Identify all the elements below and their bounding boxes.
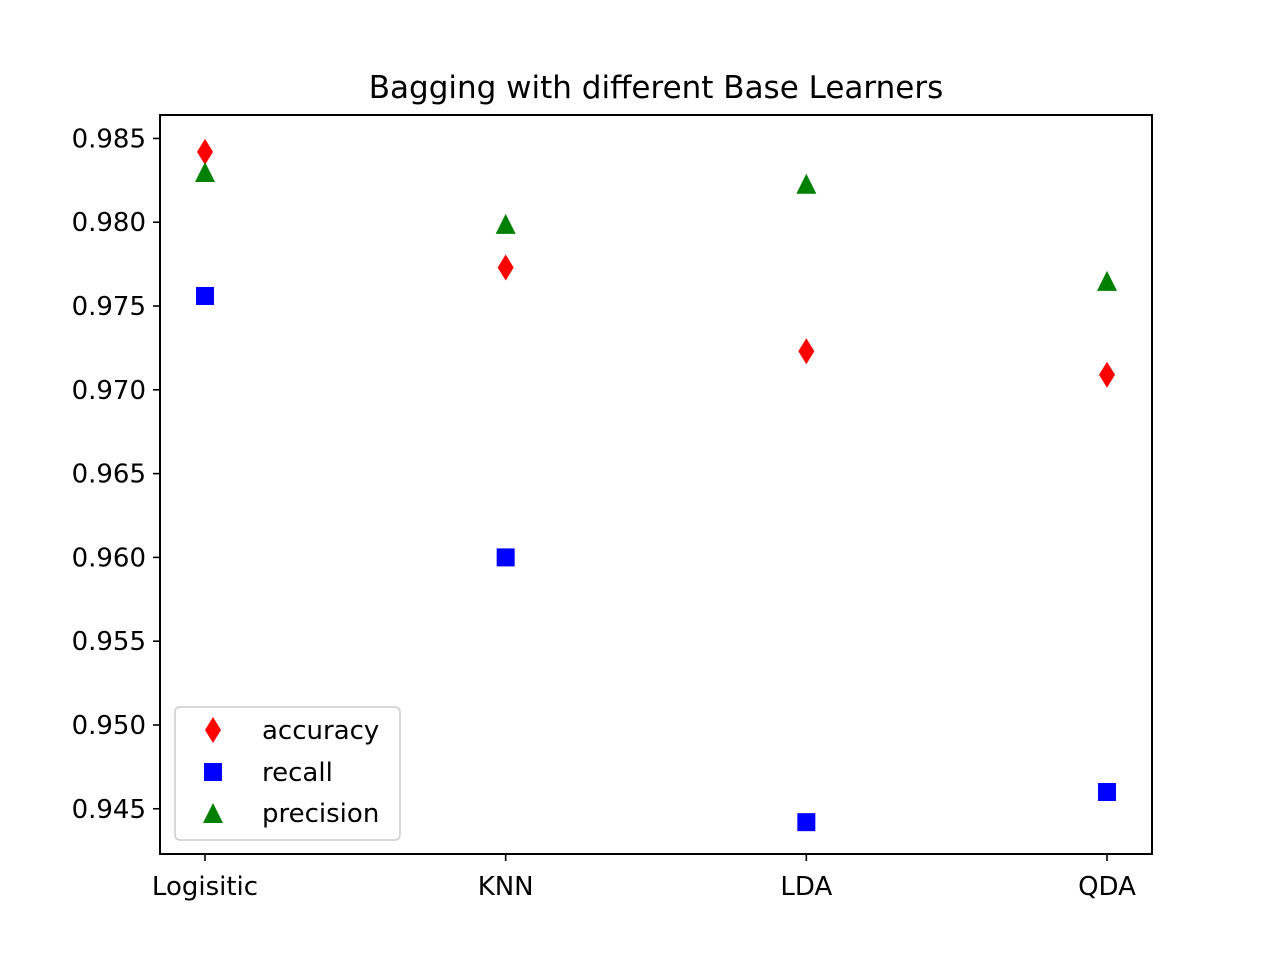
precision-legend-label: precision [262,799,379,829]
x-tick-label: QDA [1078,872,1136,902]
accuracy-point [497,254,514,281]
x-tick-label: LDA [780,872,832,902]
accuracy-point [197,138,213,165]
precision-point [796,173,817,194]
legend-frame [174,706,401,841]
precision-point [1097,270,1118,291]
y-tick-label: 0.960 [72,543,146,573]
y-tick-label: 0.955 [72,627,146,657]
x-tick-label: KNN [478,872,534,902]
recall-point [496,548,515,567]
recall-point [797,813,816,832]
y-tick-label: 0.945 [72,795,146,825]
plot-frame [159,114,1153,855]
accuracy-point [1099,361,1116,388]
legend: accuracy recall precision [174,706,401,841]
x-tick-label: Logisitic [152,872,258,902]
y-tick-label: 0.980 [72,208,146,238]
precision-point [495,213,516,234]
recall-point [196,286,214,305]
recall-legend-marker [204,763,222,781]
precision-legend-marker [203,803,223,823]
accuracy-legend-label: accuracy [262,716,379,746]
accuracy-point [798,338,815,365]
y-tick-label: 0.985 [72,124,146,154]
y-tick-label: 0.975 [72,292,146,322]
y-tick-label: 0.965 [72,460,146,490]
recall-point [1098,782,1117,801]
accuracy-legend-marker [205,717,221,743]
axis-ticks: 0.945 0.950 0.955 0.960 0.965 0.970 0.975 0.980… [72,124,1137,902]
y-tick-label: 0.950 [72,711,146,741]
y-tick-label: 0.970 [72,376,146,406]
recall-legend-label: recall [262,758,333,788]
precision-point [195,161,215,182]
data-markers [195,138,1118,832]
chart-title: Bagging with different Base Learners [369,70,944,106]
